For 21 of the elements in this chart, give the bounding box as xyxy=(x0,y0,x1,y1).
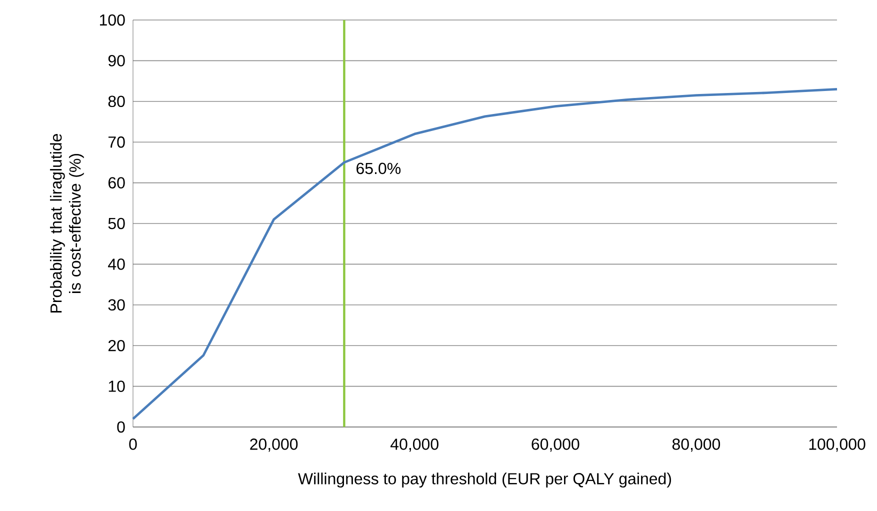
x-tick-label: 20,000 xyxy=(250,438,298,452)
y-tick-label: 20 xyxy=(108,340,125,352)
y-tick-label: 0 xyxy=(117,421,125,433)
annotation: 65.0% xyxy=(356,162,401,174)
y-tick-label: 70 xyxy=(108,136,125,148)
x-tick-label: 100,000 xyxy=(809,438,866,452)
x-axis-title: Willingness to pay threshold (EUR per QALY gained) xyxy=(298,472,671,488)
x-tick-label: 60,000 xyxy=(532,438,580,452)
y-tick-label: 60 xyxy=(108,177,125,188)
y-tick-label: 90 xyxy=(108,55,125,66)
y-tick-label: 40 xyxy=(108,258,125,270)
y-tick-label: 50 xyxy=(108,218,125,230)
y-tick-label: 80 xyxy=(108,96,125,108)
y-tick-label: 10 xyxy=(108,380,125,392)
line-series xyxy=(132,88,838,420)
y-axis-title: Probability that liraglutide is cost-effective (%) xyxy=(50,134,84,312)
x-tick-label: 40,000 xyxy=(390,438,438,452)
x-tick-label: 80,000 xyxy=(672,438,720,452)
y-tick-label: 30 xyxy=(108,299,125,311)
y-tick-label: 100 xyxy=(100,14,125,26)
x-tick-label: 0 xyxy=(129,438,137,450)
